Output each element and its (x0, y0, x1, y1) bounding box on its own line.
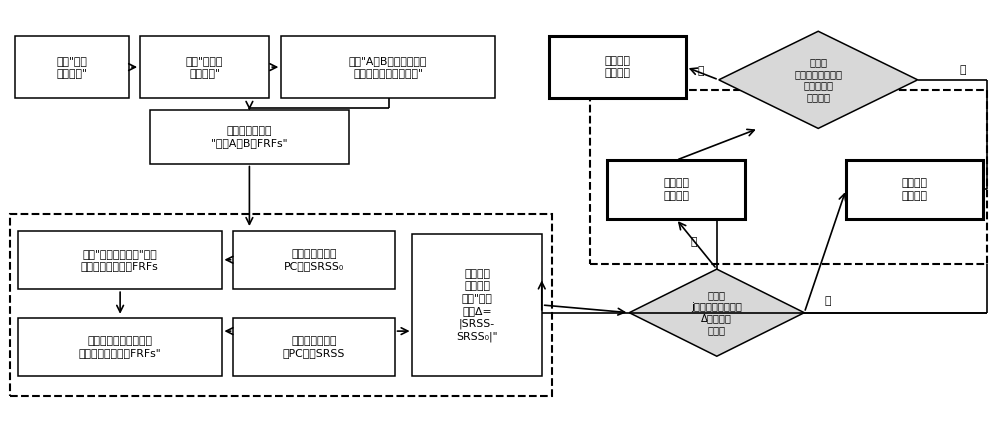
FancyBboxPatch shape (549, 36, 686, 98)
Text: 装配动态
质量优良: 装配动态 质量优良 (902, 179, 928, 201)
Text: 装配前激振测试
"部件A、B的FRFs": 装配前激振测试 "部件A、B的FRFs" (211, 125, 288, 148)
FancyBboxPatch shape (607, 160, 745, 219)
Text: 否: 否 (959, 65, 966, 75)
Text: 确定"A、B部件上的动态
响应点、外部力激励点": 确定"A、B部件上的动态 响应点、外部力激励点" (349, 56, 427, 78)
FancyBboxPatch shape (15, 36, 129, 98)
Text: 激振测试待诊断车辆的
二级部件装配后的FRFs": 激振测试待诊断车辆的 二级部件装配后的FRFs" (78, 336, 161, 358)
FancyBboxPatch shape (281, 36, 495, 98)
Text: 界定"二级
装配部件": 界定"二级 装配部件" (56, 56, 87, 78)
Text: 全部装
配耦合联结的装配
动态质量评
判究毕？: 全部装 配耦合联结的装配 动态质量评 判究毕？ (794, 57, 842, 102)
Text: 计算建立
装配动态
故障"评判
指标Δ=
|SRSS-
SRSS₀|": 计算建立 装配动态 故障"评判 指标Δ= |SRSS- SRSS₀|" (456, 269, 498, 342)
Polygon shape (719, 31, 918, 128)
FancyBboxPatch shape (412, 234, 542, 376)
Polygon shape (629, 269, 804, 356)
FancyBboxPatch shape (140, 36, 269, 98)
FancyBboxPatch shape (18, 231, 222, 289)
FancyBboxPatch shape (150, 110, 349, 164)
FancyBboxPatch shape (233, 318, 395, 376)
FancyBboxPatch shape (10, 214, 552, 397)
Text: 综合第
j个装配耦合联结；
Δ的总体值
较小？: 综合第 j个装配耦合联结； Δ的总体值 较小？ (691, 290, 742, 335)
Text: 是: 是 (698, 67, 704, 77)
Text: 否: 否 (691, 237, 697, 247)
Text: 装配动态
质量低劣: 装配动态 质量低劣 (663, 179, 689, 201)
Text: 计算甬选样车的
PC及其SRSS₀: 计算甬选样车的 PC及其SRSS₀ (284, 249, 344, 271)
FancyBboxPatch shape (846, 160, 983, 219)
FancyBboxPatch shape (590, 90, 987, 264)
Text: 计算待诊断车辆
的PC及其SRSS: 计算待诊断车辆 的PC及其SRSS (283, 336, 345, 358)
Text: 甬选"优等动态质量"样车
激振测试装配后的FRFs: 甬选"优等动态质量"样车 激振测试装配后的FRFs (81, 249, 158, 271)
Text: 是: 是 (825, 296, 831, 306)
Text: 装配动态
故障诊断: 装配动态 故障诊断 (604, 56, 630, 78)
FancyBboxPatch shape (233, 231, 395, 289)
Text: 确定"装配耦
合联结点": 确定"装配耦 合联结点" (186, 56, 223, 78)
FancyBboxPatch shape (18, 318, 222, 376)
